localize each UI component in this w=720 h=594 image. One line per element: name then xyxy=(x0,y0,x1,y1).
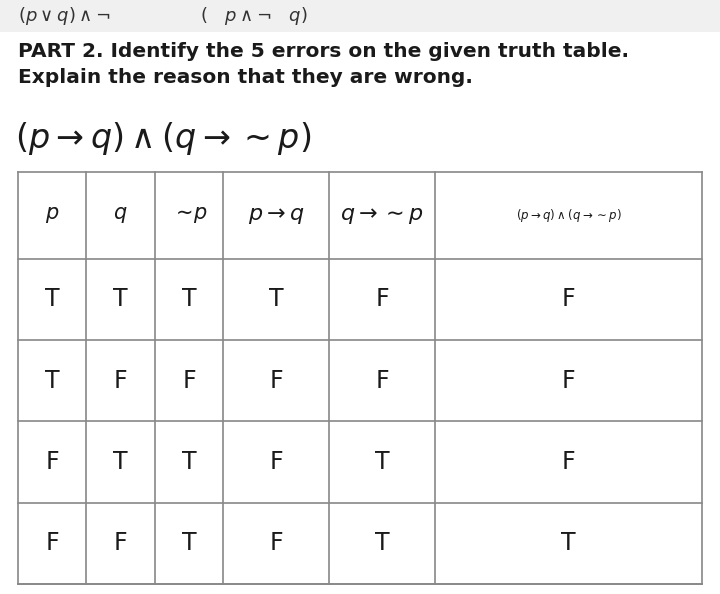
Text: F: F xyxy=(269,450,283,474)
Text: F: F xyxy=(45,531,59,555)
Text: F: F xyxy=(182,368,196,393)
Text: $(p \rightarrow q) \wedge (q \rightarrow{\sim} p)$: $(p \rightarrow q) \wedge (q \rightarrow… xyxy=(15,120,311,157)
Text: F: F xyxy=(269,531,283,555)
Text: $q$: $q$ xyxy=(113,206,128,225)
Text: T: T xyxy=(181,287,197,311)
Text: T: T xyxy=(45,368,60,393)
Text: F: F xyxy=(562,368,575,393)
Text: $q \rightarrow{\sim} p$: $q \rightarrow{\sim} p$ xyxy=(341,204,424,226)
Text: F: F xyxy=(269,368,283,393)
Text: T: T xyxy=(113,450,128,474)
Text: F: F xyxy=(114,531,127,555)
Text: Explain the reason that they are wrong.: Explain the reason that they are wrong. xyxy=(18,68,473,87)
Bar xyxy=(0,0,720,32)
Text: T: T xyxy=(45,287,60,311)
Text: F: F xyxy=(375,287,389,311)
Text: T: T xyxy=(562,531,576,555)
Text: F: F xyxy=(562,287,575,311)
Text: $(\quad p\wedge\neg\quad q)$: $(\quad p\wedge\neg\quad q)$ xyxy=(200,5,307,27)
Text: $(p\vee q)\wedge\neg$: $(p\vee q)\wedge\neg$ xyxy=(18,5,111,27)
Text: T: T xyxy=(181,531,197,555)
Text: T: T xyxy=(113,287,128,311)
Text: T: T xyxy=(269,287,284,311)
Text: T: T xyxy=(375,450,390,474)
Text: $\sim\!p$: $\sim\!p$ xyxy=(171,206,207,225)
Text: $(p \rightarrow q) \wedge (q \rightarrow{\sim} p)$: $(p \rightarrow q) \wedge (q \rightarrow… xyxy=(516,207,621,224)
Text: T: T xyxy=(181,450,197,474)
Text: F: F xyxy=(562,450,575,474)
Text: $p$: $p$ xyxy=(45,206,59,225)
Text: F: F xyxy=(375,368,389,393)
Text: T: T xyxy=(375,531,390,555)
Text: F: F xyxy=(114,368,127,393)
Text: PART 2. Identify the 5 errors on the given truth table.: PART 2. Identify the 5 errors on the giv… xyxy=(18,42,629,61)
Text: $p \rightarrow q$: $p \rightarrow q$ xyxy=(248,204,305,226)
Text: F: F xyxy=(45,450,59,474)
